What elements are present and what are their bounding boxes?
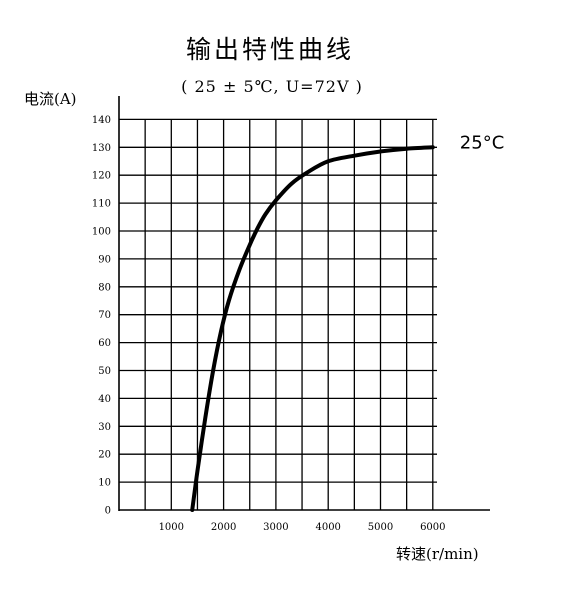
y-tick-label: 40: [98, 394, 111, 405]
chart-subtitle: ( 25 ± 5℃, U=72V ): [181, 77, 363, 96]
series-line: [190, 145, 435, 512]
y-tick-label: 20: [98, 450, 111, 461]
x-tick-label: 4000: [315, 522, 340, 533]
y-tick-label: 130: [92, 143, 111, 154]
x-tick-label: 3000: [263, 522, 288, 533]
x-tick-label: 5000: [368, 522, 393, 533]
x-tick-label: 1000: [159, 522, 184, 533]
chart-title: 输出特性曲线: [186, 35, 354, 64]
x-tick-label: 6000: [420, 522, 445, 533]
y-tick-label: 30: [98, 422, 111, 433]
y-tick-label: 110: [92, 199, 111, 210]
y-axis-label: 电流(A): [24, 90, 77, 108]
y-tick-label: 90: [98, 254, 111, 265]
y-tick-label: 10: [98, 478, 111, 489]
grid: [119, 118, 437, 510]
x-axis-label: 转速(r/min): [396, 545, 479, 563]
series-label: 25°C: [460, 132, 504, 153]
y-tick-label: 100: [92, 227, 111, 238]
y-tick-label: 0: [105, 506, 111, 517]
y-tick-label: 50: [98, 366, 111, 377]
tick-labels: 0 10 20 30 40 50 60 70 80 90 100 110 120 130 140 1000 20…: [92, 115, 446, 533]
y-tick-label: 80: [98, 282, 111, 293]
y-tick-label: 140: [92, 115, 111, 126]
x-tick-label: 2000: [211, 522, 236, 533]
axes: [118, 96, 490, 511]
y-tick-label: 70: [98, 310, 111, 321]
y-tick-label: 60: [98, 338, 111, 349]
series-layer: 25°C: [190, 132, 504, 512]
y-tick-label: 120: [92, 171, 111, 182]
